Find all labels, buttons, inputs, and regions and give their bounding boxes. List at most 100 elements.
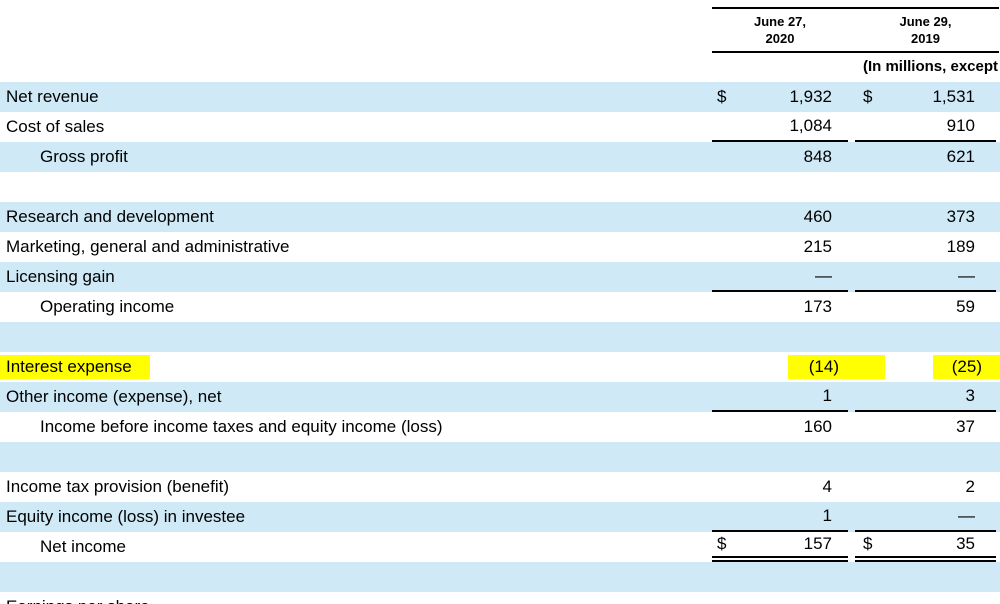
currency-symbol: $ (717, 534, 727, 553)
value-text: 59 (956, 297, 975, 316)
value-cell: 173 (712, 292, 848, 322)
row-label: Operating income (40, 297, 175, 316)
value-cell: 189 (855, 232, 996, 262)
value-cell: 910 (855, 112, 996, 142)
value-text: 848 (803, 147, 832, 166)
value-highlight (788, 355, 885, 379)
value-cell: 848 (712, 142, 848, 172)
value-text: 460 (803, 207, 832, 226)
period-header: Three Months Ended (712, 0, 999, 3)
value-cell: — (855, 262, 996, 292)
column-header-date-line: June 29, (899, 14, 952, 29)
value-text: 1,531 (932, 87, 975, 106)
row-label: Income before income taxes and equity in… (40, 417, 443, 436)
value-text: (25) (951, 357, 982, 376)
row-label: Interest expense (0, 355, 150, 379)
value-cell: 1,084 (712, 112, 848, 142)
spacer-row (0, 322, 1000, 352)
table-row: Interest expense (14) (25) (0, 352, 1000, 382)
value-cell: 621 (855, 142, 996, 172)
header-rule-bottom (712, 51, 999, 53)
value-text: 189 (946, 237, 975, 256)
spacer-row (0, 442, 1000, 472)
column-header-2020: June 27, 2020 (712, 13, 848, 47)
value-cell: 215 (712, 232, 848, 262)
value-cell: 373 (855, 202, 996, 232)
value-cell: $35 (855, 532, 996, 562)
column-header-2019: June 29, 2019 (855, 13, 996, 47)
value-cell: 3 (855, 382, 996, 412)
units-note: (In millions, except (862, 58, 998, 75)
table-row: Licensing gain — — (0, 262, 1000, 292)
value-cell: 1 (712, 382, 848, 412)
currency-symbol: $ (863, 87, 873, 106)
value-text: — (815, 266, 832, 285)
row-label: Equity income (loss) in investee (6, 507, 246, 526)
table-row: Net income $157 $35 (0, 532, 1000, 562)
table-row: Other income (expense), net 1 3 (0, 382, 1000, 412)
value-cell: $157 (712, 532, 848, 562)
value-text: 1,932 (789, 87, 832, 106)
value-text: 373 (946, 207, 975, 226)
value-text: — (958, 266, 975, 285)
value-text: 910 (946, 116, 975, 135)
table-row: Equity income (loss) in investee 1 — (0, 502, 1000, 532)
value-cell: 37 (855, 412, 996, 442)
value-text: 1,084 (789, 116, 832, 135)
value-cell: 1 (712, 502, 848, 532)
table-row: Income tax provision (benefit) 4 2 (0, 472, 1000, 502)
value-text: 1 (822, 506, 832, 525)
value-text: 3 (965, 386, 975, 405)
value-cell: 4 (712, 472, 848, 502)
value-text: (14) (808, 357, 839, 376)
value-cell: 160 (712, 412, 848, 442)
table-row: Research and development 460 373 (0, 202, 1000, 232)
value-text: 1 (822, 386, 832, 405)
row-label: Earnings per share (6, 592, 150, 604)
column-header-year-line: 2020 (765, 31, 795, 46)
value-text: 157 (803, 534, 832, 553)
value-highlight (933, 355, 1000, 379)
row-label: Marketing, general and administrative (6, 237, 290, 256)
value-cell: 59 (855, 292, 996, 322)
row-label: Net revenue (6, 87, 99, 106)
statement-rows: Net revenue $1,932 $1,531 Cost of sales 1,08… (0, 82, 1000, 604)
spacer-row (0, 562, 1000, 592)
value-text: 4 (822, 477, 832, 496)
value-cell: 2 (855, 472, 996, 502)
value-cell: 460 (712, 202, 848, 232)
value-cell: $1,531 (855, 82, 996, 112)
spacer-row (0, 172, 1000, 202)
row-label: Research and development (6, 207, 214, 226)
table-row: Cost of sales 1,084 910 (0, 112, 1000, 142)
column-header-date-line: June 27, (753, 14, 807, 29)
value-text: 215 (803, 237, 832, 256)
value-text: 173 (803, 297, 832, 316)
value-cell: — (712, 262, 848, 292)
row-label: Other income (expense), net (6, 387, 222, 406)
value-text: 160 (803, 417, 832, 436)
column-header-year-line: 2019 (911, 31, 940, 46)
value-cell: — (855, 502, 996, 532)
row-label: Net income (40, 537, 126, 556)
table-row: Income before income taxes and equity in… (0, 412, 1000, 442)
table-row: Net revenue $1,932 $1,531 (0, 82, 1000, 112)
value-text: 2 (965, 477, 975, 496)
currency-symbol: $ (863, 534, 873, 553)
value-text: 35 (956, 534, 975, 553)
value-cell: $1,932 (712, 82, 848, 112)
row-label: Income tax provision (benefit) (6, 477, 229, 496)
value-text: 37 (956, 417, 975, 436)
value-text: 621 (946, 147, 975, 166)
row-label: Cost of sales (6, 117, 105, 136)
value-cell: (25) (855, 352, 996, 382)
currency-symbol: $ (717, 87, 727, 106)
row-label: Gross profit (40, 147, 128, 166)
header-rule-top (712, 7, 999, 9)
table-row: Gross profit 848 621 (0, 142, 1000, 172)
table-row: Operating income 173 59 (0, 292, 1000, 322)
value-cell: (14) (712, 352, 848, 382)
table-row: Marketing, general and administrative 215… (0, 232, 1000, 262)
value-text: — (958, 506, 975, 525)
